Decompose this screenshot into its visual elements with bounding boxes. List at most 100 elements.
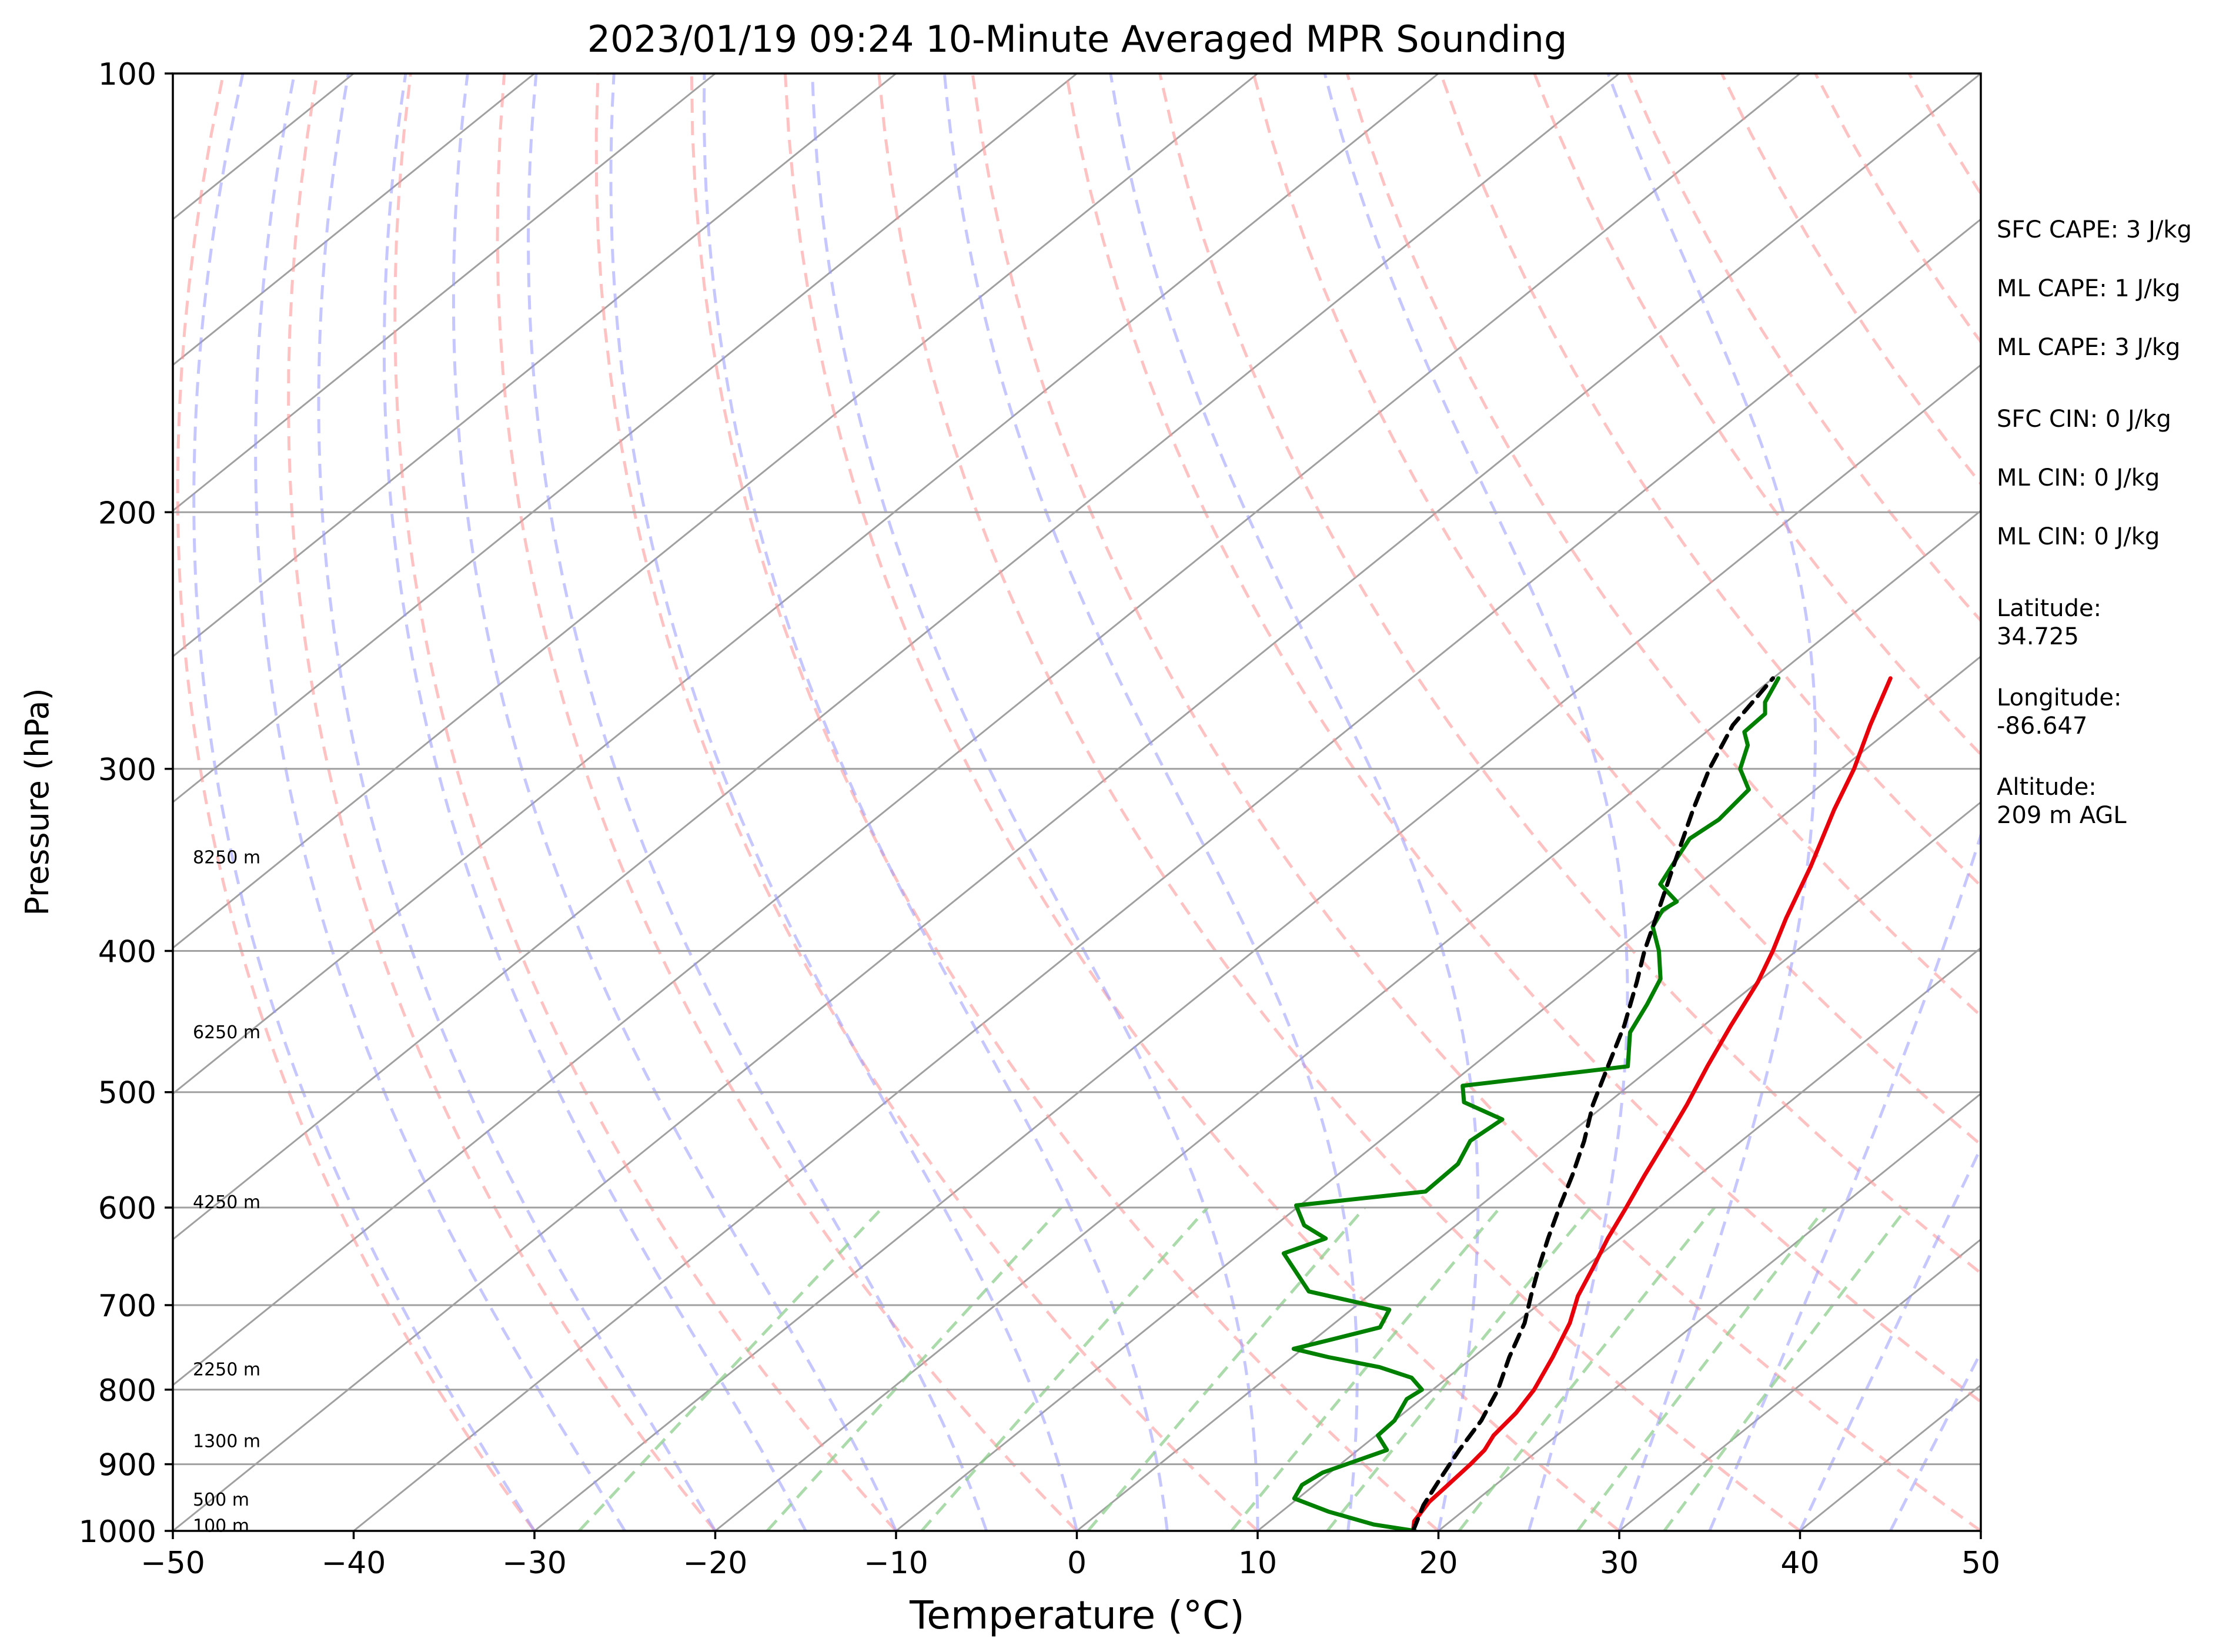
parameter-line: Altitude: [1997, 774, 2097, 801]
height-label: 4250 m [193, 1192, 260, 1213]
dewpoint-line [1281, 676, 1781, 1531]
isotherm-line [173, 73, 1801, 1387]
height-label: 8250 m [193, 847, 260, 868]
y-tick-label: 300 [98, 753, 156, 788]
x-tick-label: 0 [1067, 1546, 1087, 1581]
chart-title: 2023/01/19 09:24 10-Minute Averaged MPR … [587, 18, 1567, 61]
isotherm-line [173, 73, 1620, 1241]
dry-adiabat-line [1533, 73, 1981, 757]
moist-adiabat-line [526, 73, 988, 1531]
parameter-line: -86.647 [1997, 713, 2087, 740]
dry-adiabat-line [594, 73, 1259, 1531]
moist-adiabat-line [1109, 73, 1480, 1531]
y-tick-label: 400 [98, 935, 156, 970]
x-tick-label: −40 [322, 1546, 386, 1581]
background-lines [173, 73, 1981, 1531]
parameter-text: Longitude: -86.647 [1997, 684, 2121, 740]
x-tick-label: 20 [1419, 1546, 1458, 1581]
height-labels: 100 m 500 m 1300 m 2250 m 4250 m 6250 m 8250 m [193, 847, 260, 1536]
dry-adiabat-line [690, 73, 1440, 1531]
y-axis: 100 200 300 400 500 600 700 800 900 1000 [79, 57, 173, 1550]
parameter-line: ML CAPE: 3 J/kg [1997, 334, 2180, 361]
x-tick-label: 30 [1600, 1546, 1639, 1581]
moist-adiabat-line [317, 73, 717, 1531]
dry-adiabat-line [877, 73, 1801, 1531]
dry-adiabat-line [1064, 73, 1981, 1404]
height-label: 2250 m [193, 1360, 260, 1380]
isotherm-line [173, 73, 1258, 949]
isotherm-line [173, 73, 716, 512]
parameter-text: SFC CAPE: 3 J/kg [1997, 216, 2192, 243]
isotherm-line [173, 73, 535, 366]
x-tick-label: 10 [1238, 1546, 1277, 1581]
x-tick-label: −10 [864, 1546, 928, 1581]
parameter-text: ML CAPE: 3 J/kg [1997, 334, 2180, 361]
isotherm-line [1257, 947, 1981, 1531]
isotherm-line [714, 509, 1981, 1531]
moist-adiabat-line [382, 73, 807, 1531]
height-label: 500 m [193, 1490, 249, 1510]
parameter-line: 209 m AGL [1997, 802, 2127, 829]
mixing-ratio-line [1663, 1206, 1909, 1531]
parameter-line: SFC CIN: 0 J/kg [1997, 406, 2171, 433]
dry-adiabat-line [176, 73, 536, 1531]
parameter-text: Latitude: 34.725 [1997, 595, 2101, 650]
moist-adiabat-line [452, 73, 898, 1531]
y-tick-label: 500 [98, 1076, 156, 1111]
x-tick-label: −30 [502, 1546, 567, 1581]
x-axis-label: Temperature (°C) [909, 1593, 1245, 1638]
height-label: 6250 m [193, 1022, 260, 1043]
isotherm-line [173, 73, 1439, 1095]
parameter-line: ML CAPE: 1 J/kg [1997, 275, 2180, 302]
dry-adiabat-line [496, 73, 1078, 1531]
isotherm-line [173, 73, 1078, 804]
isotherm-line [1619, 1238, 1981, 1531]
x-tick-label: −50 [141, 1546, 205, 1581]
parameter-line: ML CIN: 0 J/kg [1997, 464, 2160, 491]
moist-adiabat-line [192, 73, 536, 1531]
moist-adiabat-line [1889, 1349, 1981, 1531]
y-tick-label: 900 [98, 1448, 156, 1483]
moist-adiabat-line [1708, 73, 1981, 1531]
y-axis-label: Pressure (hPa) [19, 688, 56, 915]
y-tick-label: 700 [98, 1289, 156, 1324]
y-tick-label: 200 [98, 496, 156, 531]
height-label: 1300 m [193, 1432, 260, 1452]
moist-adiabat-line [811, 73, 1259, 1531]
parameter-line: Longitude: [1997, 684, 2121, 711]
parameter-text: SFC CIN: 0 J/kg [1997, 406, 2171, 433]
mixing-ratio-line [1576, 1206, 1827, 1531]
parameter-text: ML CIN: 0 J/kg [1997, 464, 2160, 491]
moist-adiabat-line [942, 73, 1359, 1531]
parameter-text: ML CIN: 0 J/kg [1997, 523, 2160, 550]
y-tick-label: 800 [98, 1373, 156, 1409]
isotherm-line [173, 73, 897, 658]
y-tick-label: 600 [98, 1191, 156, 1226]
isotherm-line [1438, 1092, 1981, 1531]
moist-adiabat-line [1799, 1144, 1981, 1531]
isotherm-line [895, 655, 1981, 1531]
parameter-text: ML CAPE: 1 J/kg [1997, 275, 2180, 302]
parameter-panel: SFC CAPE: 3 J/kg ML CAPE: 1 J/kg ML CAPE: … [1997, 216, 2192, 829]
parcel-path-line [1411, 676, 1775, 1531]
x-axis: −50 −40 −30 −20 −10 0 10 20 30 40 50 [141, 1531, 2000, 1581]
isotherm-line [1076, 801, 1981, 1531]
parameter-line: Latitude: [1997, 595, 2101, 622]
temperature-line [1411, 676, 1893, 1531]
sounding-lines [1281, 676, 1893, 1531]
dry-adiabat-line [971, 73, 1981, 1531]
parameter-line: ML CIN: 0 J/kg [1997, 523, 2160, 550]
x-tick-label: −20 [683, 1546, 748, 1581]
dry-adiabat-line [393, 73, 897, 1531]
parameter-line: SFC CAPE: 3 J/kg [1997, 216, 2192, 243]
moist-adiabat-line [254, 73, 626, 1531]
x-tick-label: 40 [1780, 1546, 1819, 1581]
parameter-line: 34.725 [1997, 623, 2079, 650]
dry-adiabat-line [1158, 73, 1981, 1275]
isotherm-line [534, 363, 1981, 1531]
height-label: 100 m [193, 1516, 249, 1536]
parameter-text: Altitude: 209 m AGL [1997, 774, 2127, 829]
x-tick-label: 50 [1961, 1546, 2000, 1581]
